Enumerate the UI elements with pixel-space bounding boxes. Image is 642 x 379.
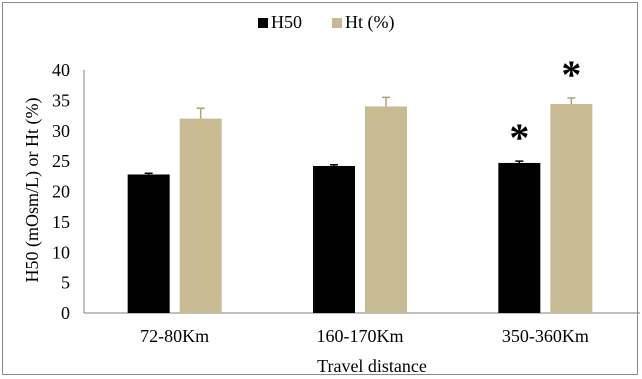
legend-label-h50: H50: [271, 12, 302, 32]
bar: [127, 174, 170, 313]
legend-swatch-h50: [258, 18, 268, 28]
legend-label-ht: Ht (%): [345, 12, 394, 33]
y-tick-label: 35: [52, 90, 70, 110]
y-tick-label: 40: [52, 60, 70, 80]
significance-marker: *: [509, 115, 529, 160]
y-tick-label: 20: [52, 182, 70, 202]
y-axis: 0 5 10 15 20 25 30 35 40: [52, 60, 85, 323]
y-tick-label: 25: [52, 151, 70, 171]
y-tick-label: 15: [52, 212, 70, 232]
x-axis: 72-80Km 160-170Km 350-360Km: [84, 312, 640, 346]
bar: [550, 104, 593, 314]
bar: [365, 106, 407, 313]
y-tick-label: 5: [61, 273, 70, 293]
x-tick-label: 72-80Km: [140, 326, 209, 346]
y-tick-label: 0: [61, 303, 70, 323]
bar: [179, 118, 222, 313]
x-axis-title: Travel distance: [317, 356, 427, 376]
y-axis-title: H50 (mOsm/L) or Ht (%): [22, 98, 43, 283]
bar: [498, 162, 541, 313]
bar: [313, 165, 355, 313]
y-tick-label: 30: [52, 121, 70, 141]
significance-marker: *: [561, 52, 581, 97]
legend: H50 Ht (%): [258, 12, 394, 33]
y-tick-label: 10: [52, 242, 70, 262]
bars: **: [127, 52, 593, 314]
x-tick-label: 350-360Km: [502, 326, 589, 346]
x-tick-label: 160-170Km: [317, 326, 404, 346]
legend-swatch-ht: [332, 18, 342, 28]
